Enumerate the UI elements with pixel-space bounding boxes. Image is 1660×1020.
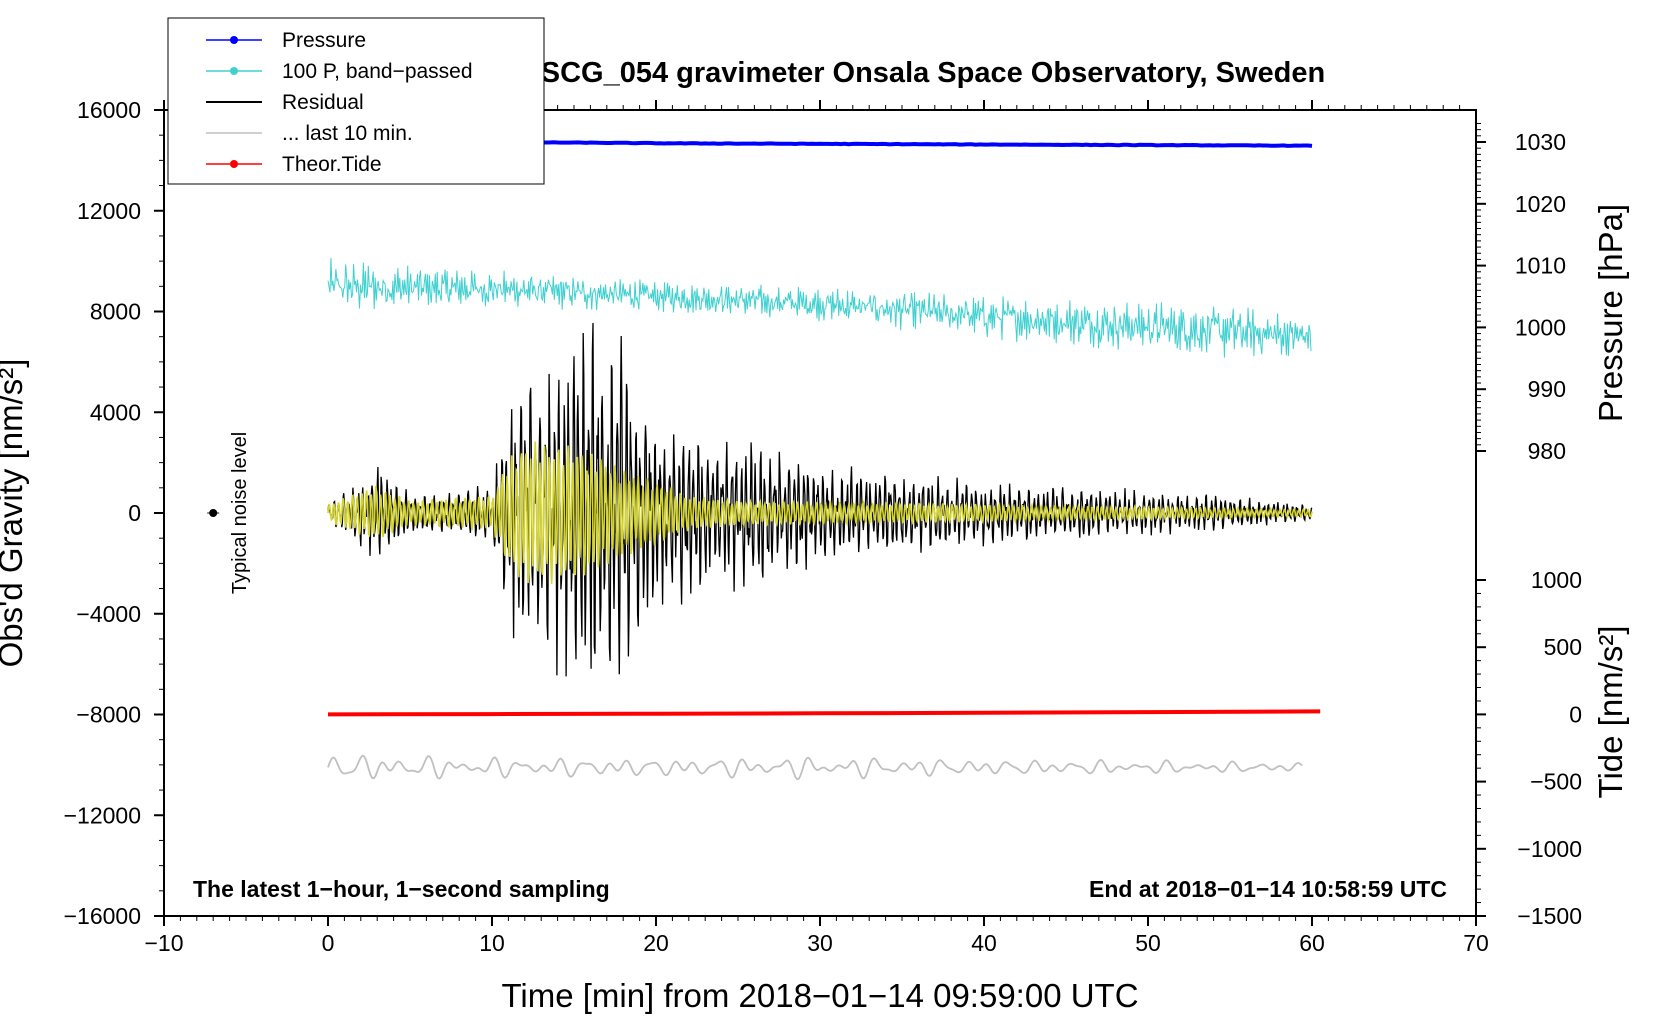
series-theoretical-tide <box>327 709 1321 717</box>
y-tide-tick-label: 0 <box>1569 701 1582 727</box>
y-axis-left-ticks: 16000 12000 8000 4000 0 −4000 −8000 −12000 −1600… <box>64 97 164 929</box>
legend-label: Theor.Tide <box>282 153 382 176</box>
y-pressure-tick-label: 1010 <box>1515 253 1566 279</box>
y-left-tick-label: −8000 <box>76 702 141 728</box>
noise-level-marker <box>209 509 218 517</box>
series-layer <box>207 139 1321 781</box>
x-axis-ticks: −10 0 10 20 30 40 50 60 70 <box>144 100 1489 956</box>
x-axis-title: Time [min] from 2018−01−14 09:59:00 UTC <box>501 977 1138 1014</box>
y-tide-tick-label: −1500 <box>1517 903 1582 929</box>
y-pressure-tick-label: 980 <box>1528 438 1566 464</box>
x-tick-label: 50 <box>1135 930 1161 956</box>
x-tick-label: 40 <box>971 930 997 956</box>
legend-swatch-marker <box>230 67 238 75</box>
y-tide-tick-label: 1000 <box>1531 567 1582 593</box>
legend-swatch-marker <box>230 160 238 168</box>
y-left-tick-label: 4000 <box>90 399 141 425</box>
x-tick-label: 10 <box>479 930 505 956</box>
series-last-10-min <box>327 754 1303 781</box>
y-left-tick-label: 12000 <box>77 198 141 224</box>
series-residual <box>327 322 1313 677</box>
y-tide-tick-label: −500 <box>1530 769 1582 795</box>
y-left-tick-label: −12000 <box>64 802 141 828</box>
y-pressure-tick-label: 1020 <box>1515 191 1566 217</box>
x-tick-label: −10 <box>144 930 183 956</box>
x-tick-label: 0 <box>322 930 335 956</box>
y-left-tick-label: 8000 <box>90 299 141 325</box>
legend-swatch-marker <box>230 36 238 44</box>
legend-label: Pressure <box>282 29 366 52</box>
series-bandpassed-pressure <box>327 257 1312 358</box>
y-axis-tide-title: Tide [nm/s²] <box>1592 626 1629 799</box>
chart-title: SCG_054 gravimeter Onsala Space Observat… <box>541 57 1325 89</box>
y-pressure-tick-label: 1030 <box>1515 129 1566 155</box>
x-tick-label: 70 <box>1463 930 1489 956</box>
y-pressure-tick-label: 990 <box>1528 376 1566 402</box>
legend-label: 100 P, band−passed <box>282 60 473 83</box>
series-residual-filtered <box>327 441 1313 584</box>
y-axis-pressure-ticks: 1030 1020 1010 1000 990 980 <box>1476 122 1566 464</box>
annotation-sampling: The latest 1−hour, 1−second sampling <box>193 876 610 902</box>
y-left-tick-label: −16000 <box>64 903 141 929</box>
legend-label: Residual <box>282 91 364 114</box>
x-tick-label: 20 <box>643 930 669 956</box>
y-tide-tick-label: 500 <box>1544 634 1582 660</box>
legend-label: ... last 10 min. <box>282 122 413 145</box>
y-left-tick-label: −4000 <box>76 601 141 627</box>
y-left-tick-label: 16000 <box>77 97 141 123</box>
y-axis-tide-ticks: 1000 500 0 −500 −1000 −1500 <box>1476 567 1582 929</box>
x-tick-label: 30 <box>807 930 833 956</box>
y-axis-left-title: Obs'd Gravity [nm/s²] <box>0 359 29 668</box>
x-tick-label: 60 <box>1299 930 1325 956</box>
annotation-end-time: End at 2018−01−14 10:58:59 UTC <box>1089 876 1447 902</box>
noise-level-label: Typical noise level <box>229 432 251 594</box>
legend: Pressure 100 P, band−passed Residual ... la… <box>167 17 545 185</box>
y-tide-tick-label: −1000 <box>1517 836 1582 862</box>
y-pressure-tick-label: 1000 <box>1515 314 1566 340</box>
y-axis-pressure-title: Pressure [hPa] <box>1592 204 1629 422</box>
y-left-tick-label: 0 <box>128 500 141 526</box>
legend-rows: Pressure 100 P, band−passed Residual ... la… <box>206 29 473 176</box>
